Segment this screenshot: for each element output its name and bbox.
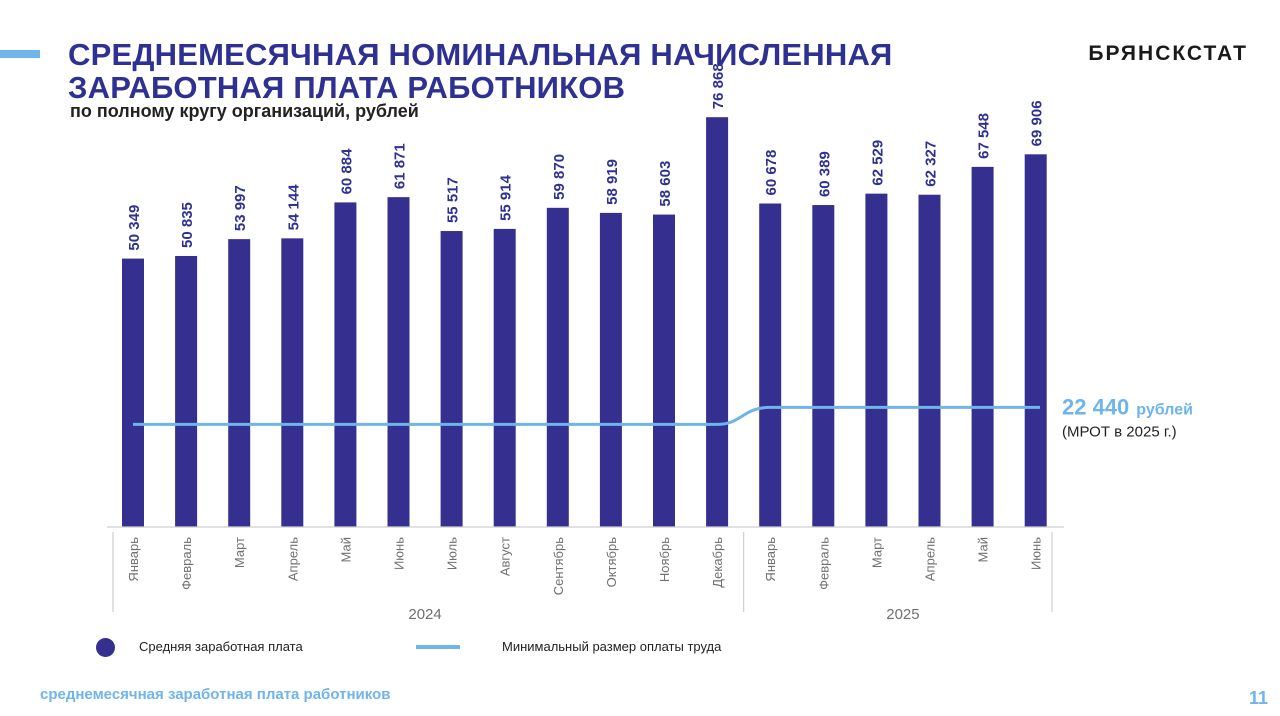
bar-value-label: 62 327 [923,141,940,187]
x-tick-label: Июнь [392,537,407,570]
bar-value-label: 50 349 [126,205,143,251]
x-tick-label: Май [976,537,991,562]
chart-bar [228,239,251,528]
mrot-line [133,405,1040,426]
chart-legend: Средняя заработная плата Минимальный раз… [96,636,796,658]
bar-value-label: 59 870 [551,154,568,200]
page-subtitle: по полному кругу организаций, рублей [70,101,419,121]
x-tick-label: Январь [763,537,778,582]
x-tick-label: Март [232,537,247,568]
footer-caption: среднемесячная заработная плата работник… [40,686,391,703]
chart-bar [759,203,782,527]
chart-bar [440,231,463,527]
bar-value-label: 60 884 [338,148,355,195]
mrot-unit-text: рублей [1136,401,1193,418]
legend-bar-swatch [96,638,115,657]
x-tick-label: Февраль [816,537,831,590]
chart-bar [122,258,144,527]
chart-bar [1024,154,1047,527]
bar-value-label: 53 997 [232,185,249,231]
chart-bar [387,197,410,527]
chart-bar [918,194,941,527]
chart-bar [281,238,304,528]
x-group-label: 2024 [408,606,441,623]
chart-bar [334,202,357,527]
chart-bar [971,166,994,528]
bar-value-label: 54 144 [285,184,302,231]
x-tick-label: Декабрь [710,537,725,588]
x-tick-label: Апрель [923,537,938,581]
title-line-1: СРЕДНЕМЕСЯЧНАЯ НОМИНАЛЬНАЯ НАЧИСЛЕННАЯ [68,37,893,72]
x-tick-label: Август [498,537,513,576]
bar-value-label: 69 906 [1029,100,1046,146]
mrot-annotation-note: (МРОТ в 2025 г.) [1062,423,1177,440]
bar-value-label: 58 603 [657,161,674,207]
chart-bar [546,207,569,528]
x-tick-label: Май [338,537,353,562]
accent-bar [0,50,40,58]
bar-value-label: 67 548 [976,113,993,159]
x-tick-label: Апрель [285,537,300,581]
x-tick-label: Ноябрь [657,537,672,582]
chart-bar [812,205,835,527]
bar-value-label: 60 389 [816,151,833,197]
bar-value-label: 55 517 [445,177,462,223]
x-group-label: 2025 [886,606,919,623]
legend-line-swatch [416,645,460,649]
page-title: СРЕДНЕМЕСЯЧНАЯ НОМИНАЛЬНАЯ НАЧИСЛЕННАЯ З… [68,38,968,104]
bar-value-label: 62 529 [869,140,886,186]
x-tick-label: Февраль [179,537,194,590]
bar-value-label: 60 678 [763,150,780,196]
x-tick-label: Сентябрь [551,537,566,595]
x-tick-label: Март [869,537,884,568]
bar-value-label: 55 914 [498,174,515,221]
mrot-annotation-value: 22 440 рублей [1062,394,1193,419]
bar-value-label: 61 871 [392,143,409,189]
legend-line-label: Минимальный размер оплаты труда [502,639,722,654]
chart-bar [653,214,675,527]
chart-bar [599,212,622,528]
brand-logo-text: БРЯНСКСТАТ [1088,42,1248,65]
x-tick-label: Июль [445,537,460,570]
legend-bar-label: Средняя заработная плата [139,639,303,654]
x-tick-label: Октябрь [604,537,619,588]
page-number: 11 [1248,688,1268,708]
x-tick-label: Июнь [1029,537,1044,570]
title-line-2: ЗАРАБОТНАЯ ПЛАТА РАБОТНИКОВ [68,70,626,105]
chart-bar [493,228,516,527]
mrot-value-text: 22 440 [1062,394,1129,419]
bar-chart: 50 349 50 835 53 997 54 144 60 884 61 871 55 5… [107,63,1193,623]
bar-value-label: 58 919 [604,159,621,205]
chart-bar [706,117,729,527]
chart-bar [175,255,198,527]
bar-value-label: 50 835 [179,202,196,248]
bar-value-label: 76 868 [710,63,727,109]
x-tick-label: Январь [126,537,141,582]
chart-bar [865,193,888,527]
